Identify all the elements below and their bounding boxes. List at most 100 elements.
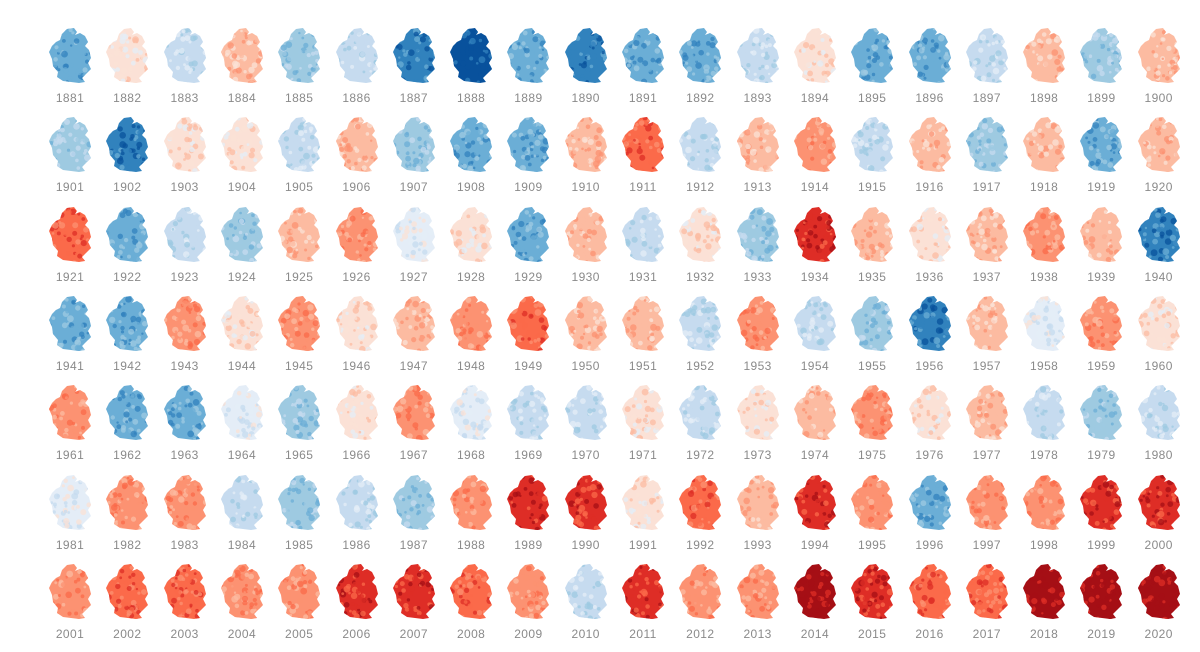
year-label: 1979 <box>1087 448 1116 463</box>
germany-map-1981 <box>49 474 91 530</box>
germany-map-1960 <box>1137 295 1180 351</box>
year-map-1899: 1899 <box>1071 28 1128 116</box>
germany-map-1956 <box>908 295 951 351</box>
year-label: 1969 <box>514 448 543 463</box>
year-map-1893: 1893 <box>728 28 785 116</box>
year-label: 1946 <box>342 358 371 373</box>
germany-map-1946 <box>335 295 378 351</box>
germany-map-1991 <box>622 474 664 530</box>
year-label: 1987 <box>399 537 428 552</box>
germany-map-1974 <box>793 385 836 441</box>
year-map-1922: 1922 <box>97 206 154 295</box>
year-map-1943: 1943 <box>155 295 212 384</box>
map-shape <box>908 28 951 83</box>
year-map-1948: 1948 <box>441 295 498 384</box>
germany-map-1985 <box>278 474 321 530</box>
year-label: 1905 <box>285 180 314 195</box>
year-label: 1988 <box>456 537 486 552</box>
germany-map-1936 <box>908 206 951 262</box>
year-label: 1881 <box>55 91 85 105</box>
germany-map-1901 <box>49 117 91 173</box>
year-label: 1940 <box>1144 269 1173 284</box>
germany-map-1996 <box>908 474 951 530</box>
year-label: 1900 <box>1144 91 1173 105</box>
year-label: 1921 <box>55 269 85 284</box>
year-map-1885: 1885 <box>269 28 326 116</box>
germany-map-1928 <box>450 206 493 262</box>
year-map-1997: 1997 <box>957 474 1014 563</box>
year-label: 1950 <box>571 358 600 373</box>
map-shape <box>622 28 664 83</box>
year-map-1979: 1979 <box>1071 385 1128 473</box>
year-map-2005: 2005 <box>269 563 326 652</box>
year-map-1992: 1992 <box>670 474 727 563</box>
germany-map-1990 <box>564 474 607 530</box>
germany-map-2015 <box>851 563 894 619</box>
germany-map-1951 <box>622 295 664 351</box>
year-map-1965: 1965 <box>269 385 326 473</box>
district-texture <box>278 563 321 619</box>
germany-map-1897 <box>965 28 1008 83</box>
year-label: 1999 <box>1087 537 1116 552</box>
year-label: 1998 <box>1029 537 1059 552</box>
germany-map-1920 <box>1137 117 1180 173</box>
year-label: 1882 <box>113 91 142 105</box>
year-label: 1973 <box>743 448 772 463</box>
year-map-2017: 2017 <box>957 563 1014 652</box>
year-label: 1923 <box>170 269 199 284</box>
year-label: 1948 <box>456 358 486 373</box>
year-label: 1971 <box>628 448 658 463</box>
year-label: 2010 <box>571 626 600 641</box>
year-label: 1895 <box>858 91 887 105</box>
year-map-1925: 1925 <box>269 206 326 295</box>
year-map-1987: 1987 <box>384 474 441 563</box>
year-label: 1942 <box>113 358 142 373</box>
germany-map-1929 <box>507 206 550 262</box>
year-label: 1978 <box>1029 448 1059 463</box>
year-map-1908: 1908 <box>441 117 498 205</box>
germany-map-1939 <box>1080 206 1123 262</box>
year-label: 1938 <box>1029 269 1059 284</box>
year-map-1946: 1946 <box>327 295 384 384</box>
year-map-1892: 1892 <box>670 28 727 116</box>
germany-map-1980 <box>1137 385 1180 441</box>
year-map-1926: 1926 <box>327 206 384 295</box>
year-label: 1949 <box>514 358 543 373</box>
germany-map-1923 <box>163 206 206 262</box>
germany-map-2012 <box>679 563 722 619</box>
germany-map-1958 <box>1023 295 1066 351</box>
year-map-1896: 1896 <box>900 28 957 116</box>
germany-map-1943 <box>163 295 206 351</box>
year-label: 1894 <box>800 91 830 105</box>
year-map-1906: 1906 <box>327 117 384 205</box>
year-map-1959: 1959 <box>1071 295 1128 384</box>
germany-map-1955 <box>851 295 894 351</box>
year-label: 1896 <box>915 91 944 105</box>
year-label: 1995 <box>858 537 887 552</box>
year-map-1897: 1897 <box>957 28 1014 116</box>
year-map-2006: 2006 <box>327 563 384 652</box>
germany-map-1921 <box>49 206 91 262</box>
year-label: 1955 <box>858 358 887 373</box>
year-label: 1891 <box>628 91 658 105</box>
germany-map-2020 <box>1137 563 1180 619</box>
germany-map-1935 <box>851 206 894 262</box>
year-label: 1929 <box>514 269 543 284</box>
germany-map-1888 <box>450 28 493 83</box>
map-shape <box>793 385 836 441</box>
year-label: 1898 <box>1029 91 1059 105</box>
germany-map-1922 <box>106 206 149 262</box>
germany-map-1979 <box>1080 385 1123 441</box>
year-label: 1975 <box>858 448 887 463</box>
year-map-1994: 1994 <box>785 474 842 563</box>
year-label: 1986 <box>342 537 371 552</box>
year-map-1910: 1910 <box>556 117 613 205</box>
year-map-2002: 2002 <box>97 563 154 652</box>
year-label: 1888 <box>456 91 486 105</box>
germany-map-2007 <box>392 563 435 619</box>
germany-map-1904 <box>220 117 263 173</box>
year-label: 1902 <box>113 180 142 195</box>
year-label: 2013 <box>743 626 772 641</box>
germany-map-2019 <box>1080 563 1123 619</box>
year-label: 2007 <box>399 626 428 641</box>
